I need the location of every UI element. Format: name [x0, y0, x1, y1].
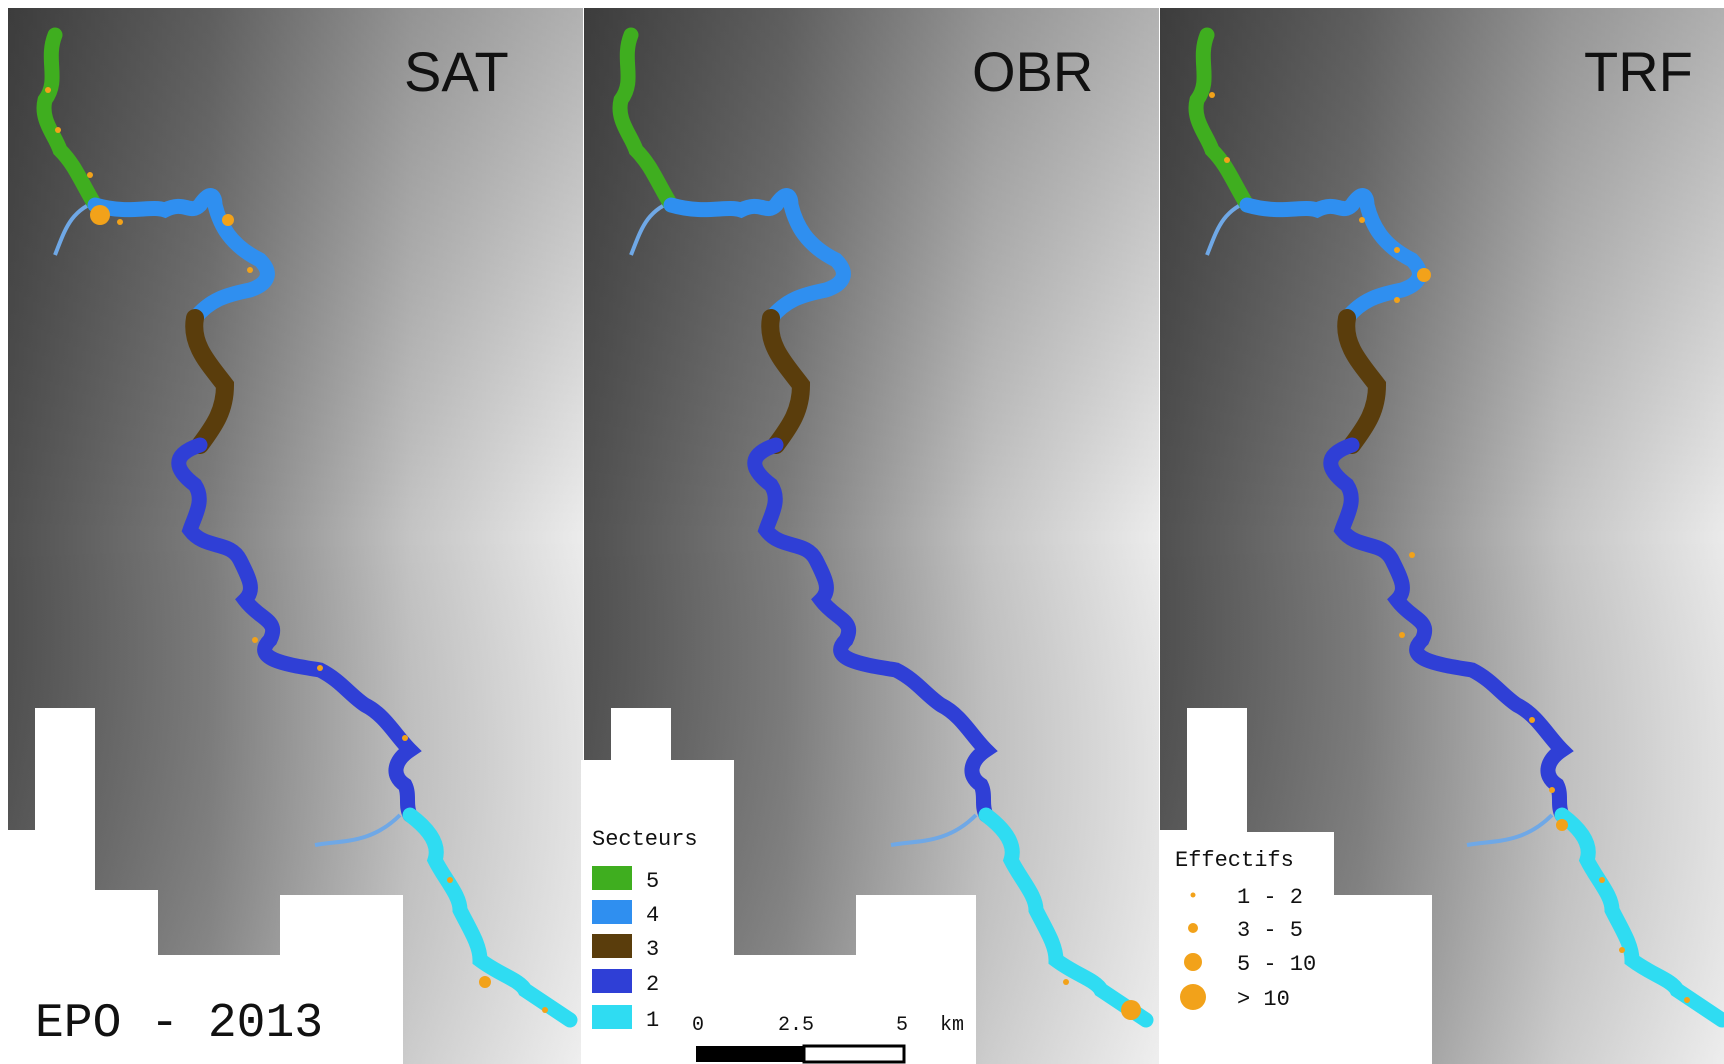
scale-tick-0: 0	[692, 1014, 704, 1037]
legend-title: Secteurs	[592, 827, 698, 852]
swatch-sector-2	[592, 969, 632, 993]
swatch-sector-1	[592, 1005, 632, 1029]
scale-segment-black	[696, 1046, 804, 1062]
legend-title: Effectifs	[1175, 848, 1294, 873]
panel-label: TRF	[1584, 40, 1693, 103]
legend-item-label: 4	[646, 903, 659, 928]
symbol-size-3	[1184, 953, 1202, 971]
scale-bar: 0 2.5 5 km	[692, 1014, 964, 1064]
legend-item-label: 3 - 5	[1237, 918, 1303, 943]
symbol-size-2	[1188, 923, 1198, 933]
swatch-sector-4	[592, 900, 632, 924]
legend-item: 4	[592, 900, 659, 928]
legend-item-label: 1 - 2	[1237, 885, 1303, 910]
legend-item: 1 - 2	[1190, 885, 1303, 910]
legend-item-label: > 10	[1237, 987, 1290, 1012]
swatch-sector-5	[592, 866, 632, 890]
scale-segment-white	[802, 1044, 906, 1064]
symbol-size-1	[1190, 892, 1196, 898]
legend-item: 1	[592, 1005, 659, 1033]
effectifs-points	[1209, 92, 1690, 1003]
nodata-mask	[8, 708, 403, 1064]
sectors-legend: Secteurs 5 4 3 2 1	[581, 820, 729, 1064]
effectifs-legend: Effectifs 1 - 2 3 - 5 5 - 10 > 10	[1162, 832, 1334, 1012]
legend-item-label: 5	[646, 869, 659, 894]
swatch-sector-3	[592, 934, 632, 958]
legend-item-label: 5 - 10	[1237, 952, 1316, 977]
symbol-size-4	[1180, 984, 1206, 1010]
panel-label: SAT	[404, 40, 509, 103]
effectifs-points	[45, 87, 548, 1013]
scale-tick-2-5: 2.5	[778, 1014, 814, 1037]
legend-item: 3	[592, 934, 659, 962]
legend-item: 3 - 5	[1188, 918, 1303, 943]
panel-sat: SAT EPO - 2013	[8, 8, 583, 1064]
legend-item-label: 2	[646, 972, 659, 997]
legend-item: 5 - 10	[1184, 952, 1316, 977]
legend-item-label: 1	[646, 1008, 659, 1033]
scale-tick-5: 5	[896, 1014, 908, 1037]
legend-item: 5	[592, 866, 659, 894]
legend-item: 2	[592, 969, 659, 997]
legend-item-label: 3	[646, 937, 659, 962]
map-caption: EPO - 2013	[35, 997, 323, 1051]
scale-unit: km	[940, 1014, 964, 1037]
panel-label: OBR	[972, 40, 1093, 103]
panel-trf: TRF	[1160, 8, 1724, 1064]
legend-item: > 10	[1180, 984, 1290, 1012]
legend-background	[1162, 832, 1334, 1002]
relief-shade	[8, 8, 583, 1064]
effectifs-points	[1063, 979, 1141, 1020]
